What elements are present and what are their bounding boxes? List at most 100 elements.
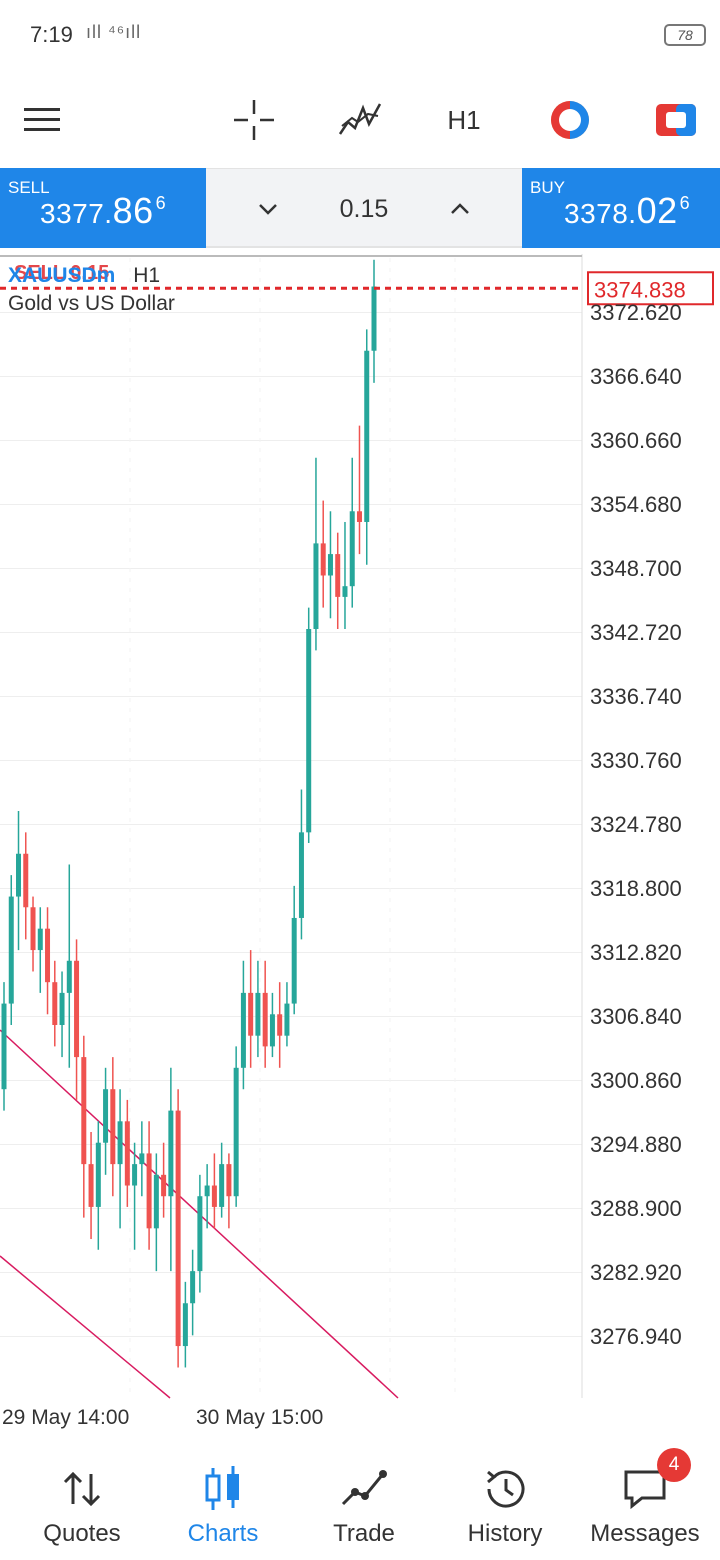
status-bar: 7:19 ıll ⁴⁶ıll 78 bbox=[0, 0, 720, 72]
candle-body bbox=[356, 511, 362, 522]
price-tick-label: 3300.860 bbox=[590, 1068, 682, 1093]
nav-label-charts: Charts bbox=[187, 1520, 259, 1547]
new-order-icon bbox=[656, 104, 696, 136]
candle-body bbox=[284, 1003, 290, 1036]
candle-body bbox=[124, 1121, 130, 1186]
price-tick-label: 3336.740 bbox=[590, 684, 682, 709]
price-tick-label: 3276.940 bbox=[590, 1324, 682, 1349]
candle-body bbox=[59, 992, 65, 1025]
trade-icon bbox=[341, 1470, 387, 1506]
nav-messages[interactable]: 4 Messages bbox=[575, 1448, 715, 1560]
candle-body bbox=[74, 960, 80, 1058]
candle-body bbox=[240, 992, 246, 1068]
symbol-timeframe: H1 bbox=[133, 264, 161, 287]
charts-icon bbox=[205, 1466, 239, 1510]
candle-body bbox=[342, 586, 348, 597]
nav-charts[interactable]: Charts bbox=[153, 1460, 293, 1560]
candle-body bbox=[146, 1153, 152, 1229]
price-tick-label: 3342.720 bbox=[590, 620, 682, 645]
chevron-up-icon[interactable] bbox=[442, 191, 478, 227]
candle-body bbox=[204, 1185, 210, 1197]
menu-button[interactable] bbox=[14, 92, 70, 148]
candle-body bbox=[313, 543, 319, 630]
price-tick-label: 3354.680 bbox=[590, 492, 682, 517]
price-tick-label: 3324.780 bbox=[590, 812, 682, 837]
candle-body bbox=[1, 1003, 7, 1090]
sell-button[interactable]: SELL 3377.86 6 bbox=[0, 168, 206, 248]
buy-button[interactable]: BUY 3378.02 6 bbox=[522, 168, 720, 248]
price-tick-label: 3312.820 bbox=[590, 940, 682, 965]
one-click-trading-button[interactable] bbox=[544, 92, 596, 148]
candle-body bbox=[371, 286, 377, 351]
nav-label-trade: Trade bbox=[333, 1520, 395, 1547]
candle-body bbox=[30, 907, 36, 951]
price-chart[interactable]: 3374.838 3372.620 3366.640 3360.660 3354.680… bbox=[0, 248, 720, 1438]
trade-panel: SELL 3377.86 6 0.15 BUY 3378.02 6 bbox=[0, 168, 720, 248]
indicators-button[interactable] bbox=[332, 92, 388, 148]
candle-body bbox=[190, 1271, 196, 1304]
candle-body bbox=[8, 896, 14, 1004]
chevron-down-icon[interactable] bbox=[250, 191, 286, 227]
candle-body bbox=[110, 1089, 116, 1165]
signal-icon: ıll ⁴⁶ıll bbox=[86, 22, 142, 42]
price-tick-label: 3372.620 bbox=[590, 300, 682, 325]
price-tick-label: 3360.660 bbox=[590, 428, 682, 453]
candle-body bbox=[161, 1174, 167, 1197]
candle-body bbox=[139, 1153, 145, 1165]
candle-body bbox=[349, 511, 355, 587]
nav-label-messages: Messages bbox=[590, 1520, 700, 1547]
time-tick-label: 29 May 14:00 bbox=[2, 1406, 129, 1429]
timeframe-button[interactable]: H1 bbox=[447, 104, 481, 135]
battery-icon: 78 bbox=[664, 24, 706, 46]
order-price-box bbox=[587, 271, 714, 306]
price-tick-label: 3306.840 bbox=[590, 1004, 682, 1029]
symbol-info: XAUUSDm H1 Gold vs US Dollar bbox=[8, 264, 175, 316]
buy-label: BUY bbox=[530, 178, 565, 197]
nav-quotes[interactable]: Quotes bbox=[12, 1460, 152, 1560]
new-order-button[interactable] bbox=[648, 92, 704, 148]
symbol-name: XAUUSDm bbox=[8, 264, 116, 287]
candle-body bbox=[182, 1303, 188, 1347]
candle-body bbox=[277, 1014, 283, 1036]
candle-body bbox=[335, 554, 341, 597]
price-tick-label: 3288.900 bbox=[590, 1196, 682, 1221]
messages-badge: 4 bbox=[657, 1448, 691, 1482]
price-tick-label: 3318.800 bbox=[590, 876, 682, 901]
candle-body bbox=[95, 1142, 101, 1207]
candle-body bbox=[23, 853, 29, 908]
candle-body bbox=[117, 1121, 123, 1165]
candle-body bbox=[37, 928, 43, 951]
symbol-description: Gold vs US Dollar bbox=[8, 292, 175, 315]
candle-body bbox=[327, 554, 333, 576]
candle-body bbox=[66, 960, 72, 993]
price-tick-label: 3294.880 bbox=[590, 1132, 682, 1157]
history-icon bbox=[487, 1470, 525, 1508]
nav-trade[interactable]: Trade bbox=[294, 1460, 434, 1560]
candle-body bbox=[306, 629, 312, 833]
candle-body bbox=[103, 1089, 109, 1143]
hamburger-icon bbox=[24, 108, 60, 131]
lot-size-value[interactable]: 0.15 bbox=[339, 195, 389, 223]
candle-body bbox=[175, 1110, 181, 1347]
status-time: 7:19 bbox=[30, 22, 73, 47]
price-tick-label: 3282.920 bbox=[590, 1260, 682, 1285]
candle-body bbox=[219, 1164, 225, 1207]
candle-body bbox=[269, 1014, 275, 1047]
order-price-label: 3374.838 bbox=[594, 277, 686, 302]
candle-body bbox=[168, 1110, 174, 1197]
candle-body bbox=[132, 1164, 138, 1186]
lot-size-control: 0.15 bbox=[206, 168, 522, 248]
candle-body bbox=[211, 1185, 217, 1207]
candle-body bbox=[88, 1164, 94, 1207]
buy-price: 3378.02 6 bbox=[564, 190, 691, 231]
price-tick-label: 3366.640 bbox=[590, 364, 682, 389]
crosshair-button[interactable] bbox=[226, 92, 282, 148]
order-line-label: SELL 0.15 bbox=[14, 262, 110, 284]
candle-body bbox=[364, 350, 370, 522]
candle-body bbox=[248, 992, 254, 1036]
candle-body bbox=[197, 1196, 203, 1272]
crosshair-icon bbox=[234, 100, 274, 140]
time-tick-label: 30 May 15:00 bbox=[196, 1406, 323, 1429]
nav-history[interactable]: History bbox=[435, 1460, 575, 1560]
candle-body bbox=[320, 543, 326, 576]
